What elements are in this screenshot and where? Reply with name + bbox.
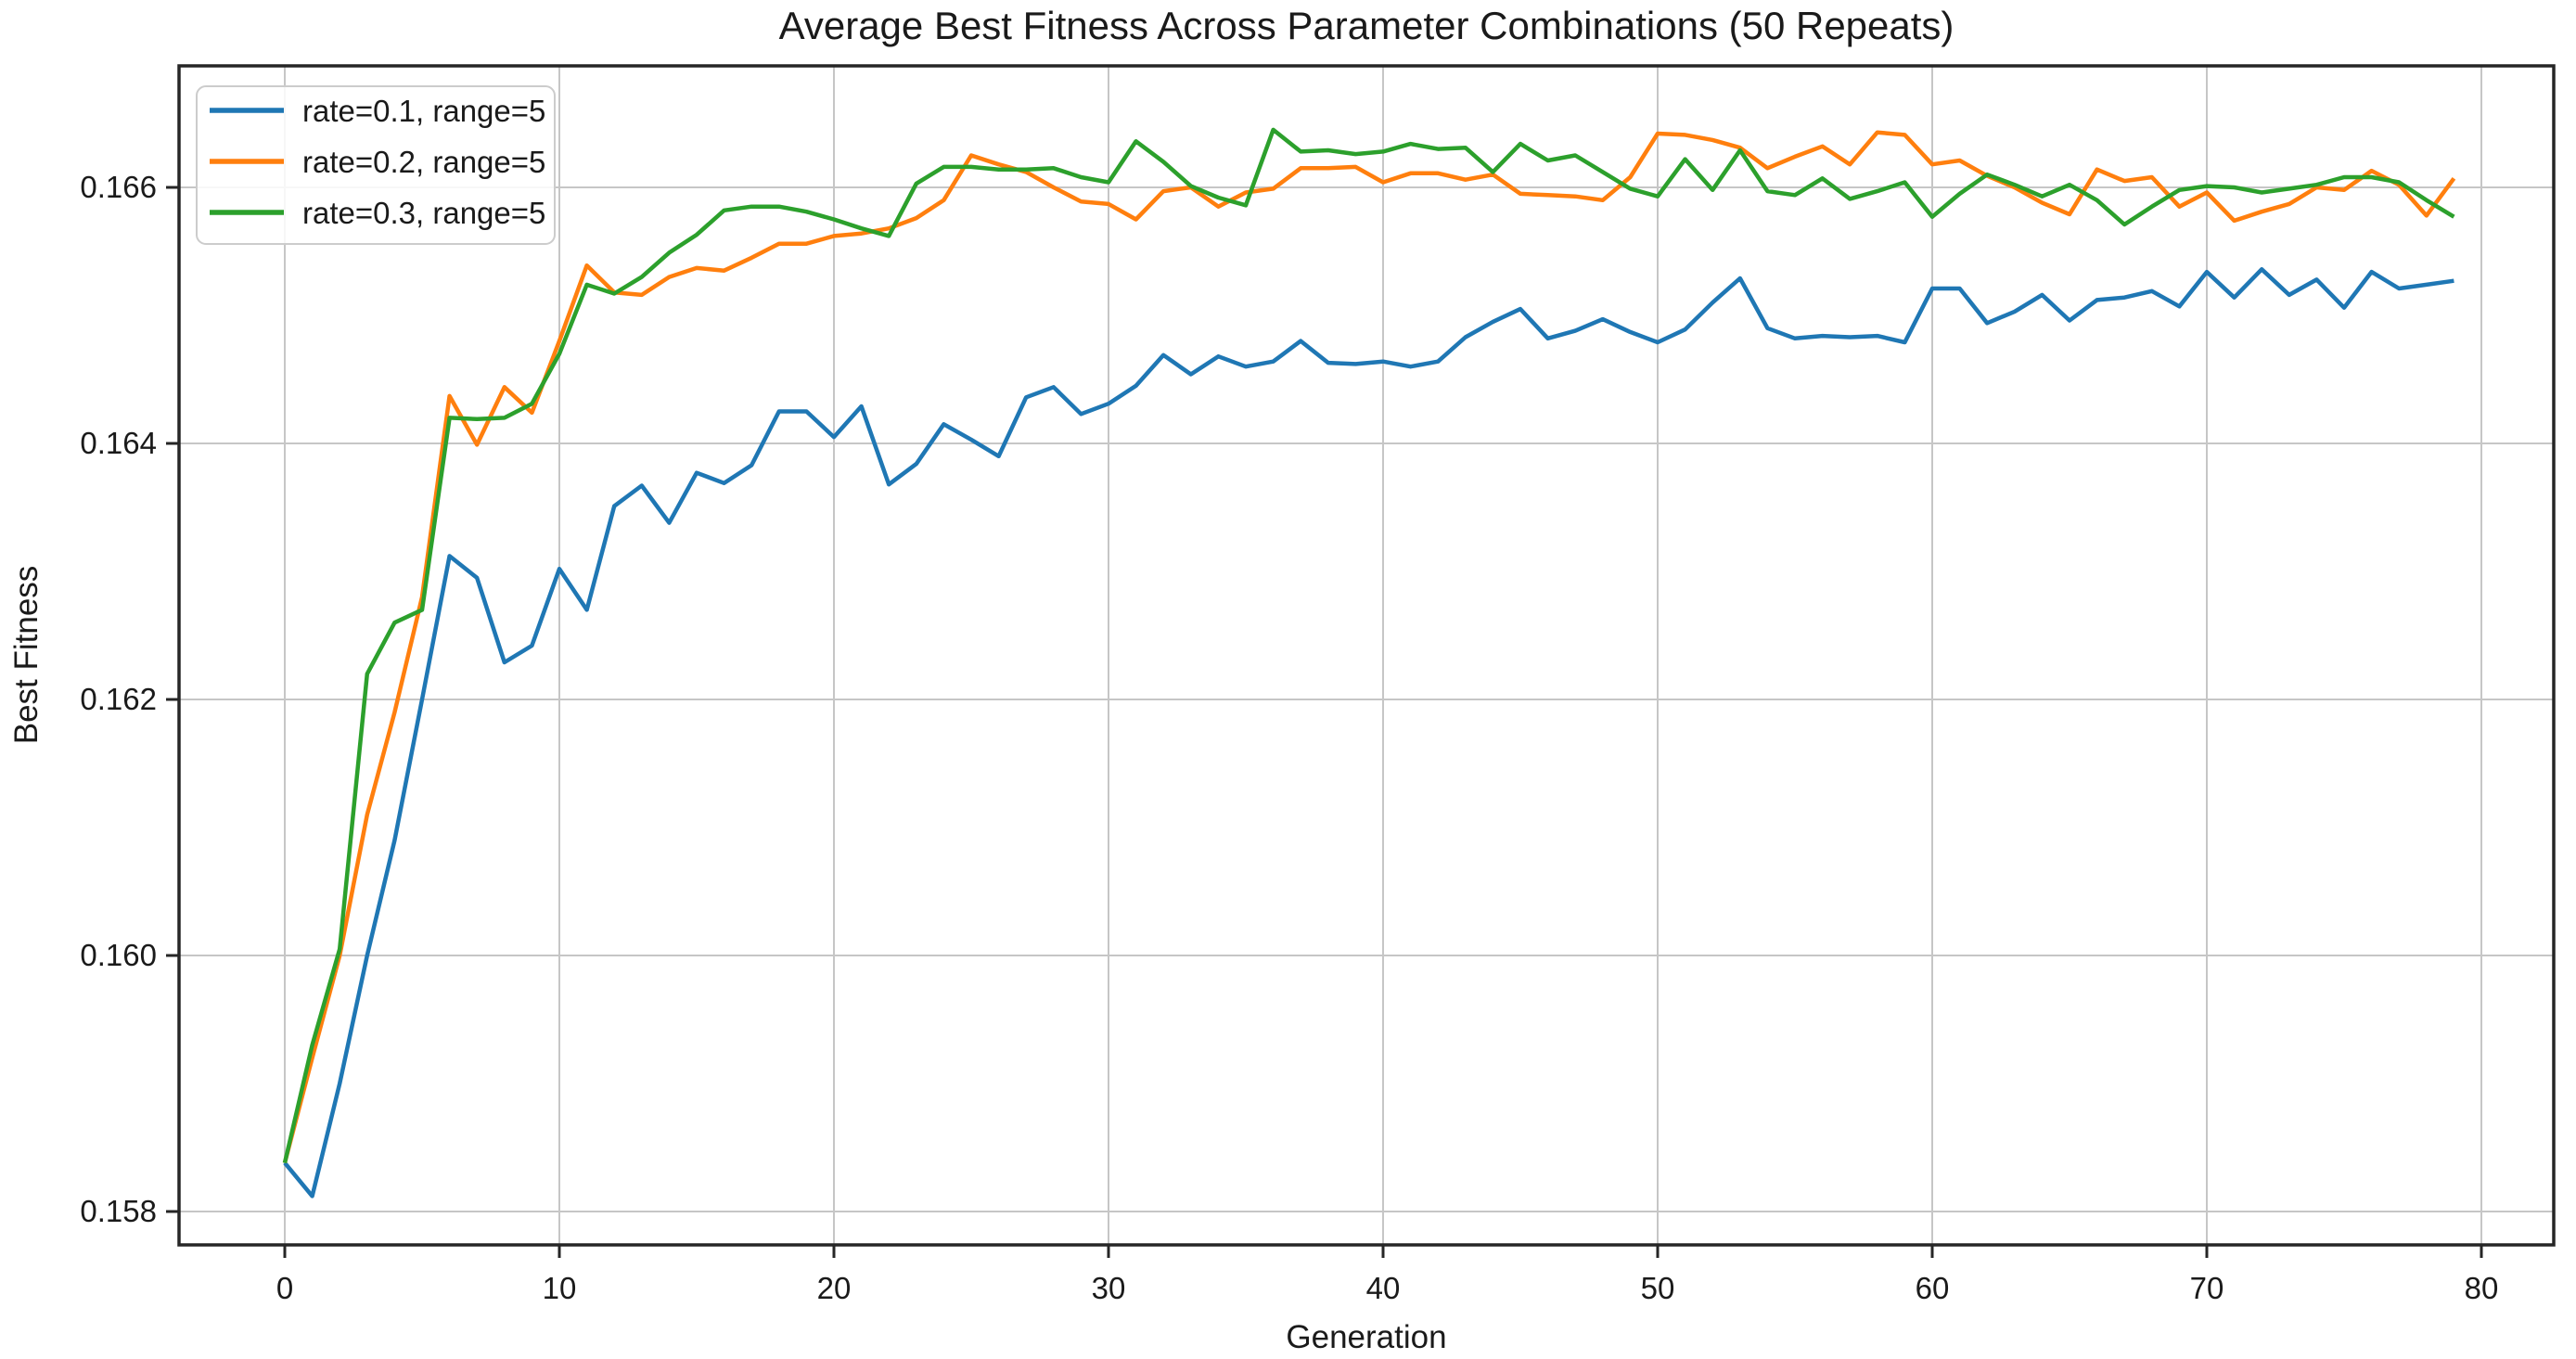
x-tick-label: 70 — [2190, 1271, 2224, 1305]
y-tick-label: 0.158 — [80, 1194, 157, 1228]
plot-border — [177, 64, 2556, 1247]
legend-label-rate-0.3: rate=0.3, range=5 — [302, 196, 545, 230]
y-axis-label: Best Fitness — [8, 566, 45, 745]
x-tick-label: 20 — [817, 1271, 852, 1305]
series-line-rate-0.1-range-5 — [283, 267, 2454, 1199]
y-axis-tick-labels: 0.158 0.160 0.162 0.164 0.166 — [80, 170, 157, 1228]
series-lines — [282, 127, 2456, 1199]
y-tick-label: 0.162 — [80, 682, 157, 716]
y-tick-label: 0.166 — [80, 170, 157, 204]
legend-box — [196, 85, 556, 245]
x-tick-label: 50 — [1641, 1271, 1675, 1305]
x-tick-label: 30 — [1092, 1271, 1126, 1305]
legend-label-rate-0.1: rate=0.1, range=5 — [302, 94, 545, 128]
y-tick-label: 0.160 — [80, 938, 157, 972]
x-tick-label: 60 — [1916, 1271, 1950, 1305]
axis-ticks — [166, 186, 2483, 1258]
x-tick-label: 80 — [2465, 1271, 2499, 1305]
series-line-rate-0.2-range-5 — [282, 130, 2456, 1164]
chart-title: Average Best Fitness Across Parameter Co… — [779, 4, 1954, 47]
x-tick-label: 0 — [276, 1271, 293, 1305]
x-axis-label: Generation — [1286, 1319, 1446, 1355]
x-tick-label: 40 — [1366, 1271, 1401, 1305]
x-axis-tick-labels: 0 10 20 30 40 50 60 70 80 — [276, 1271, 2499, 1305]
legend: rate=0.1, range=5 rate=0.2, range=5 rate… — [196, 85, 556, 245]
gridlines — [179, 66, 2554, 1245]
series-line-rate-0.3-range-5 — [282, 127, 2455, 1164]
x-tick-label: 10 — [543, 1271, 577, 1305]
legend-label-rate-0.2: rate=0.2, range=5 — [302, 145, 545, 179]
y-tick-label: 0.164 — [80, 426, 157, 460]
